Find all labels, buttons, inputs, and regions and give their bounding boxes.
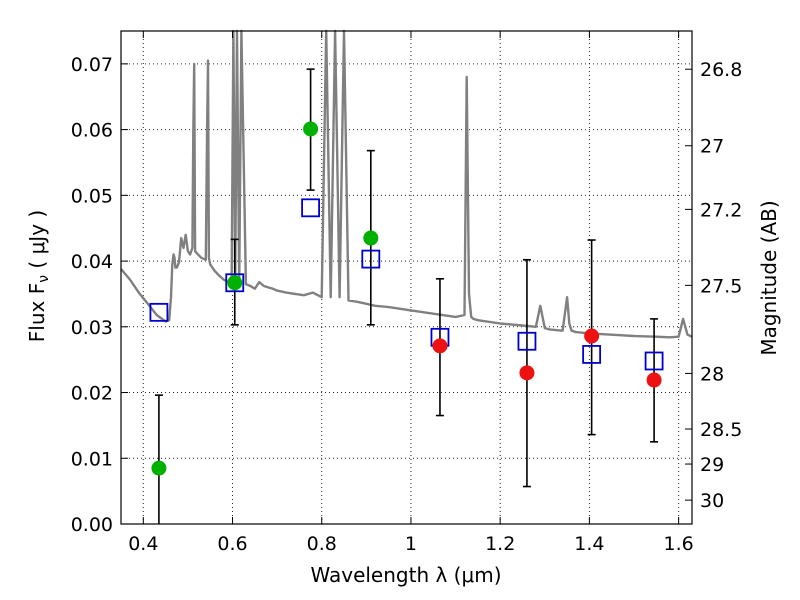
square-marker-series	[149, 198, 664, 371]
y2-tick-label: 27.2	[700, 199, 742, 221]
square-marker	[301, 198, 320, 218]
y-tick-label: 0.01	[71, 448, 113, 470]
y2-tick-label: 29	[700, 454, 724, 476]
x-tick-label: 0.6	[217, 533, 247, 555]
y-tick-label: 0.02	[71, 383, 113, 405]
circle-marker	[151, 460, 167, 476]
y-axis-label: Flux Fν ( μJy )	[25, 210, 52, 342]
y2-tick-label: 28	[700, 363, 724, 385]
x-tick-label: 1.4	[574, 533, 604, 555]
circle-marker	[584, 328, 600, 344]
y-axis-label-sub: ν	[36, 275, 52, 283]
circle-marker	[303, 121, 319, 137]
square-marker	[361, 249, 381, 269]
y2-tick-label: 27	[700, 136, 724, 158]
x-tick-label: 1.6	[664, 533, 694, 555]
y2-tick-label: 30	[700, 490, 724, 512]
circle-marker	[519, 365, 535, 381]
y-tick-label: 0.00	[71, 514, 113, 536]
y-axis-label-main: Flux F	[25, 283, 49, 342]
y-tick-label: 0.07	[71, 54, 113, 76]
square-marker	[582, 345, 602, 364]
x-axis-ticks: 0.4 0.6 0.8 1 1.2 1.4 1.6	[128, 31, 694, 555]
errorbar-series	[154, 68, 659, 524]
circle-marker-series	[151, 121, 662, 476]
x-axis-label: Wavelength λ (μm)	[310, 563, 501, 587]
spectrum-series	[120, 29, 693, 339]
x-tick-label: 0.8	[307, 533, 337, 555]
circle-marker	[432, 338, 448, 354]
circle-marker	[227, 275, 243, 291]
y2-tick-label: 27.5	[700, 275, 742, 297]
circle-marker	[646, 372, 662, 388]
y-tick-label: 0.04	[71, 251, 113, 273]
y-tick-label: 0.05	[71, 185, 113, 207]
y2-tick-label: 28.5	[700, 419, 742, 441]
y2-tick-label: 26.8	[700, 59, 742, 81]
y2-axis-label: Magnitude (AB)	[757, 200, 781, 355]
x-tick-label: 1.2	[485, 533, 515, 555]
square-marker	[149, 302, 169, 322]
y2-axis-ticks: 26.8 27 27.2 27.5 28 28.5 29 30	[685, 59, 742, 512]
x-tick-label: 1	[405, 533, 417, 555]
y-tick-label: 0.03	[71, 317, 113, 339]
spectrum-line	[120, 29, 693, 339]
y-axis-label-unit: ( μJy )	[25, 210, 49, 275]
circle-marker	[363, 230, 379, 246]
plot-area	[120, 29, 693, 524]
y-tick-label: 0.06	[71, 120, 113, 142]
square-marker	[644, 351, 664, 371]
y-axis-ticks: 0.00 0.01 0.02 0.03 0.04 0.05 0.06 0.07	[71, 54, 128, 536]
square-marker	[517, 331, 537, 351]
x-tick-label: 0.4	[128, 533, 158, 555]
plot-frame	[120, 30, 693, 525]
square-marker	[225, 273, 245, 293]
